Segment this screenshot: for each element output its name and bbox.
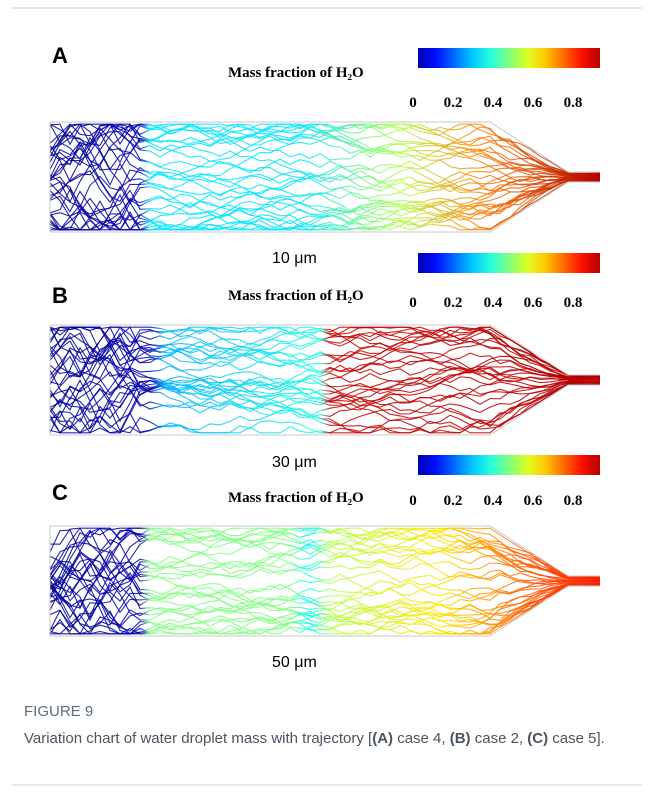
caption-part: Variation chart of water droplet mass wi… (24, 730, 372, 747)
caption-part: case 4, (393, 730, 450, 747)
colorbar-tick-label: 0.4 (484, 95, 503, 111)
colorbar (418, 48, 600, 68)
colorbar-tick-label: 0 (409, 95, 417, 111)
colorbar-tick-label: 0.4 (484, 493, 503, 509)
caption-part: (B) (450, 730, 471, 747)
trajectory (50, 152, 600, 213)
colorbar-tick-label: 0.2 (444, 493, 463, 509)
colorbar-title: Mass fraction of H₂O (228, 490, 364, 506)
colorbar-tick-label: 0 (409, 295, 417, 311)
colorbar-tick-label: 0.8 (564, 295, 583, 311)
colorbar-tick-label: 0.2 (444, 295, 463, 311)
panel-label: A (52, 43, 68, 68)
colorbar-tick-label: 0.2 (444, 95, 463, 111)
colorbar-tick-label: 0 (409, 493, 417, 509)
colorbar (418, 455, 600, 475)
panel-label: B (52, 283, 68, 308)
caption-label: FIGURE 9 (24, 700, 624, 724)
figure-graphic: A Mass fraction of H₂O 0 0.2 0.4 0.6 0.8 10 μm B… (0, 0, 654, 792)
colorbar-tick-label: 0.8 (564, 95, 583, 111)
colorbar-title: Mass fraction of H₂O (228, 65, 364, 81)
figure: A Mass fraction of H₂O 0 0.2 0.4 0.6 0.8 10 μm B… (0, 0, 654, 792)
colorbar-tick-label: 0.6 (524, 95, 543, 111)
colorbar-tick-label: 0.6 (524, 295, 543, 311)
scale-label: 10 μm (272, 250, 317, 267)
scale-label: 50 μm (272, 654, 317, 671)
caption-part: (A) (372, 730, 393, 747)
colorbar-tick-label: 0.8 (564, 493, 583, 509)
colorbar-title: Mass fraction of H₂O (228, 288, 364, 304)
colorbar-tick-label: 0.6 (524, 493, 543, 509)
caption-part: case 2, (471, 730, 528, 747)
panel-label: C (52, 480, 68, 505)
scale-label: 30 μm (272, 454, 317, 471)
caption-part: case 5]. (548, 730, 605, 747)
colorbar-tick-label: 0.4 (484, 295, 503, 311)
trajectory (50, 178, 600, 230)
caption-part: (C) (527, 730, 548, 747)
colorbar (418, 253, 600, 273)
trajectory (50, 132, 600, 190)
caption-text: Variation chart of water droplet mass wi… (24, 727, 624, 751)
